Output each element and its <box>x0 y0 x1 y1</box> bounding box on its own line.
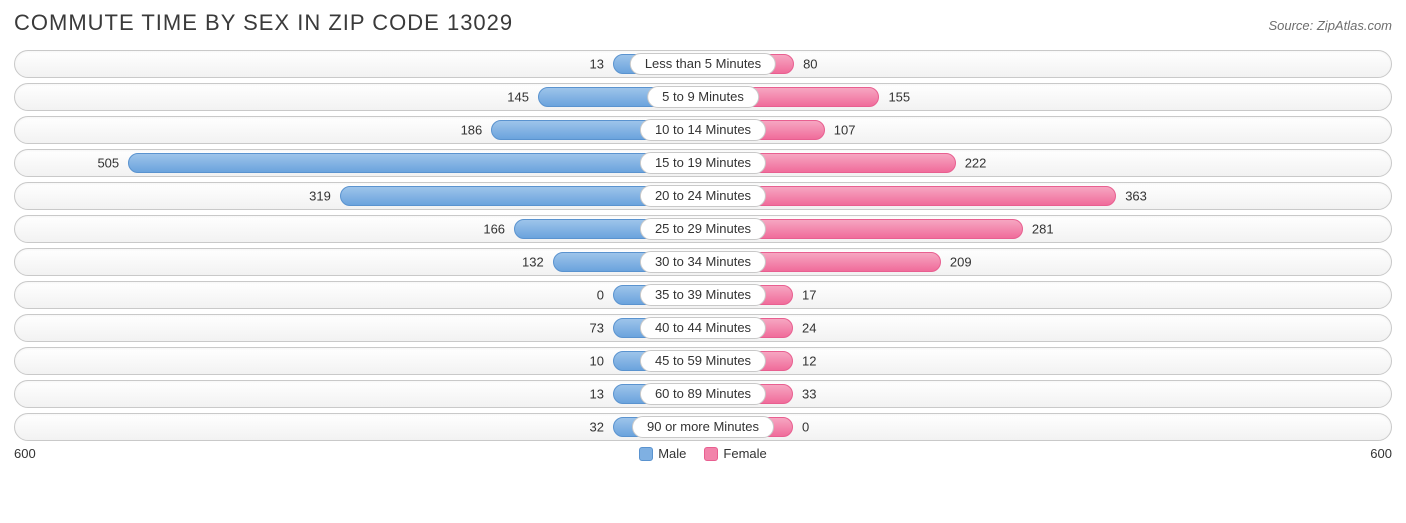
chart-row: 25 to 29 Minutes 166 281 <box>14 215 1392 243</box>
male-value: 166 <box>483 222 505 237</box>
male-swatch-icon <box>639 447 653 461</box>
chart-row: 40 to 44 Minutes 73 24 <box>14 314 1392 342</box>
legend-female: Female <box>704 446 766 461</box>
legend-male-label: Male <box>658 446 686 461</box>
female-value: 0 <box>802 420 809 435</box>
chart-title: COMMUTE TIME BY SEX IN ZIP CODE 13029 <box>14 10 513 36</box>
chart-row: 60 to 89 Minutes 13 33 <box>14 380 1392 408</box>
female-value: 107 <box>834 123 856 138</box>
category-label: 20 to 24 Minutes <box>640 185 766 207</box>
female-value: 209 <box>950 255 972 270</box>
chart-row: 30 to 34 Minutes 132 209 <box>14 248 1392 276</box>
male-value: 0 <box>597 288 604 303</box>
category-label: 15 to 19 Minutes <box>640 152 766 174</box>
female-value: 222 <box>965 156 987 171</box>
female-value: 33 <box>802 387 816 402</box>
male-value: 10 <box>590 354 604 369</box>
male-value: 132 <box>522 255 544 270</box>
chart-row: 5 to 9 Minutes 145 155 <box>14 83 1392 111</box>
axis-max-right: 600 <box>1332 446 1392 461</box>
category-label: 40 to 44 Minutes <box>640 317 766 339</box>
category-label: 25 to 29 Minutes <box>640 218 766 240</box>
chart-footer: 600 Male Female 600 <box>14 446 1392 461</box>
category-label: 10 to 14 Minutes <box>640 119 766 141</box>
chart-row: 20 to 24 Minutes 319 363 <box>14 182 1392 210</box>
male-value: 145 <box>507 90 529 105</box>
female-value: 363 <box>1125 189 1147 204</box>
chart-row: Less than 5 Minutes 13 80 <box>14 50 1392 78</box>
male-bar <box>128 153 703 173</box>
male-value: 319 <box>309 189 331 204</box>
female-swatch-icon <box>704 447 718 461</box>
female-value: 80 <box>803 57 817 72</box>
female-value: 17 <box>802 288 816 303</box>
category-label: 60 to 89 Minutes <box>640 383 766 405</box>
chart-row: 90 or more Minutes 32 0 <box>14 413 1392 441</box>
axis-max-left: 600 <box>14 446 74 461</box>
chart-row: 35 to 39 Minutes 0 17 <box>14 281 1392 309</box>
male-value: 13 <box>590 387 604 402</box>
category-label: 45 to 59 Minutes <box>640 350 766 372</box>
legend-male: Male <box>639 446 686 461</box>
female-value: 155 <box>888 90 910 105</box>
chart-source: Source: ZipAtlas.com <box>1268 18 1392 33</box>
chart-row: 45 to 59 Minutes 10 12 <box>14 347 1392 375</box>
male-value: 73 <box>590 321 604 336</box>
chart-row: 15 to 19 Minutes 505 222 <box>14 149 1392 177</box>
chart-area: Less than 5 Minutes 13 80 5 to 9 Minutes 145… <box>14 50 1392 441</box>
female-value: 12 <box>802 354 816 369</box>
male-value: 186 <box>461 123 483 138</box>
category-label: 90 or more Minutes <box>632 416 774 438</box>
legend-female-label: Female <box>723 446 766 461</box>
female-value: 24 <box>802 321 816 336</box>
chart-header: COMMUTE TIME BY SEX IN ZIP CODE 13029 So… <box>14 10 1392 36</box>
category-label: Less than 5 Minutes <box>630 53 776 75</box>
category-label: 5 to 9 Minutes <box>647 86 759 108</box>
male-value: 505 <box>97 156 119 171</box>
male-value: 32 <box>590 420 604 435</box>
female-value: 281 <box>1032 222 1054 237</box>
category-label: 30 to 34 Minutes <box>640 251 766 273</box>
male-value: 13 <box>590 57 604 72</box>
chart-row: 10 to 14 Minutes 186 107 <box>14 116 1392 144</box>
legend: Male Female <box>74 446 1332 461</box>
category-label: 35 to 39 Minutes <box>640 284 766 306</box>
